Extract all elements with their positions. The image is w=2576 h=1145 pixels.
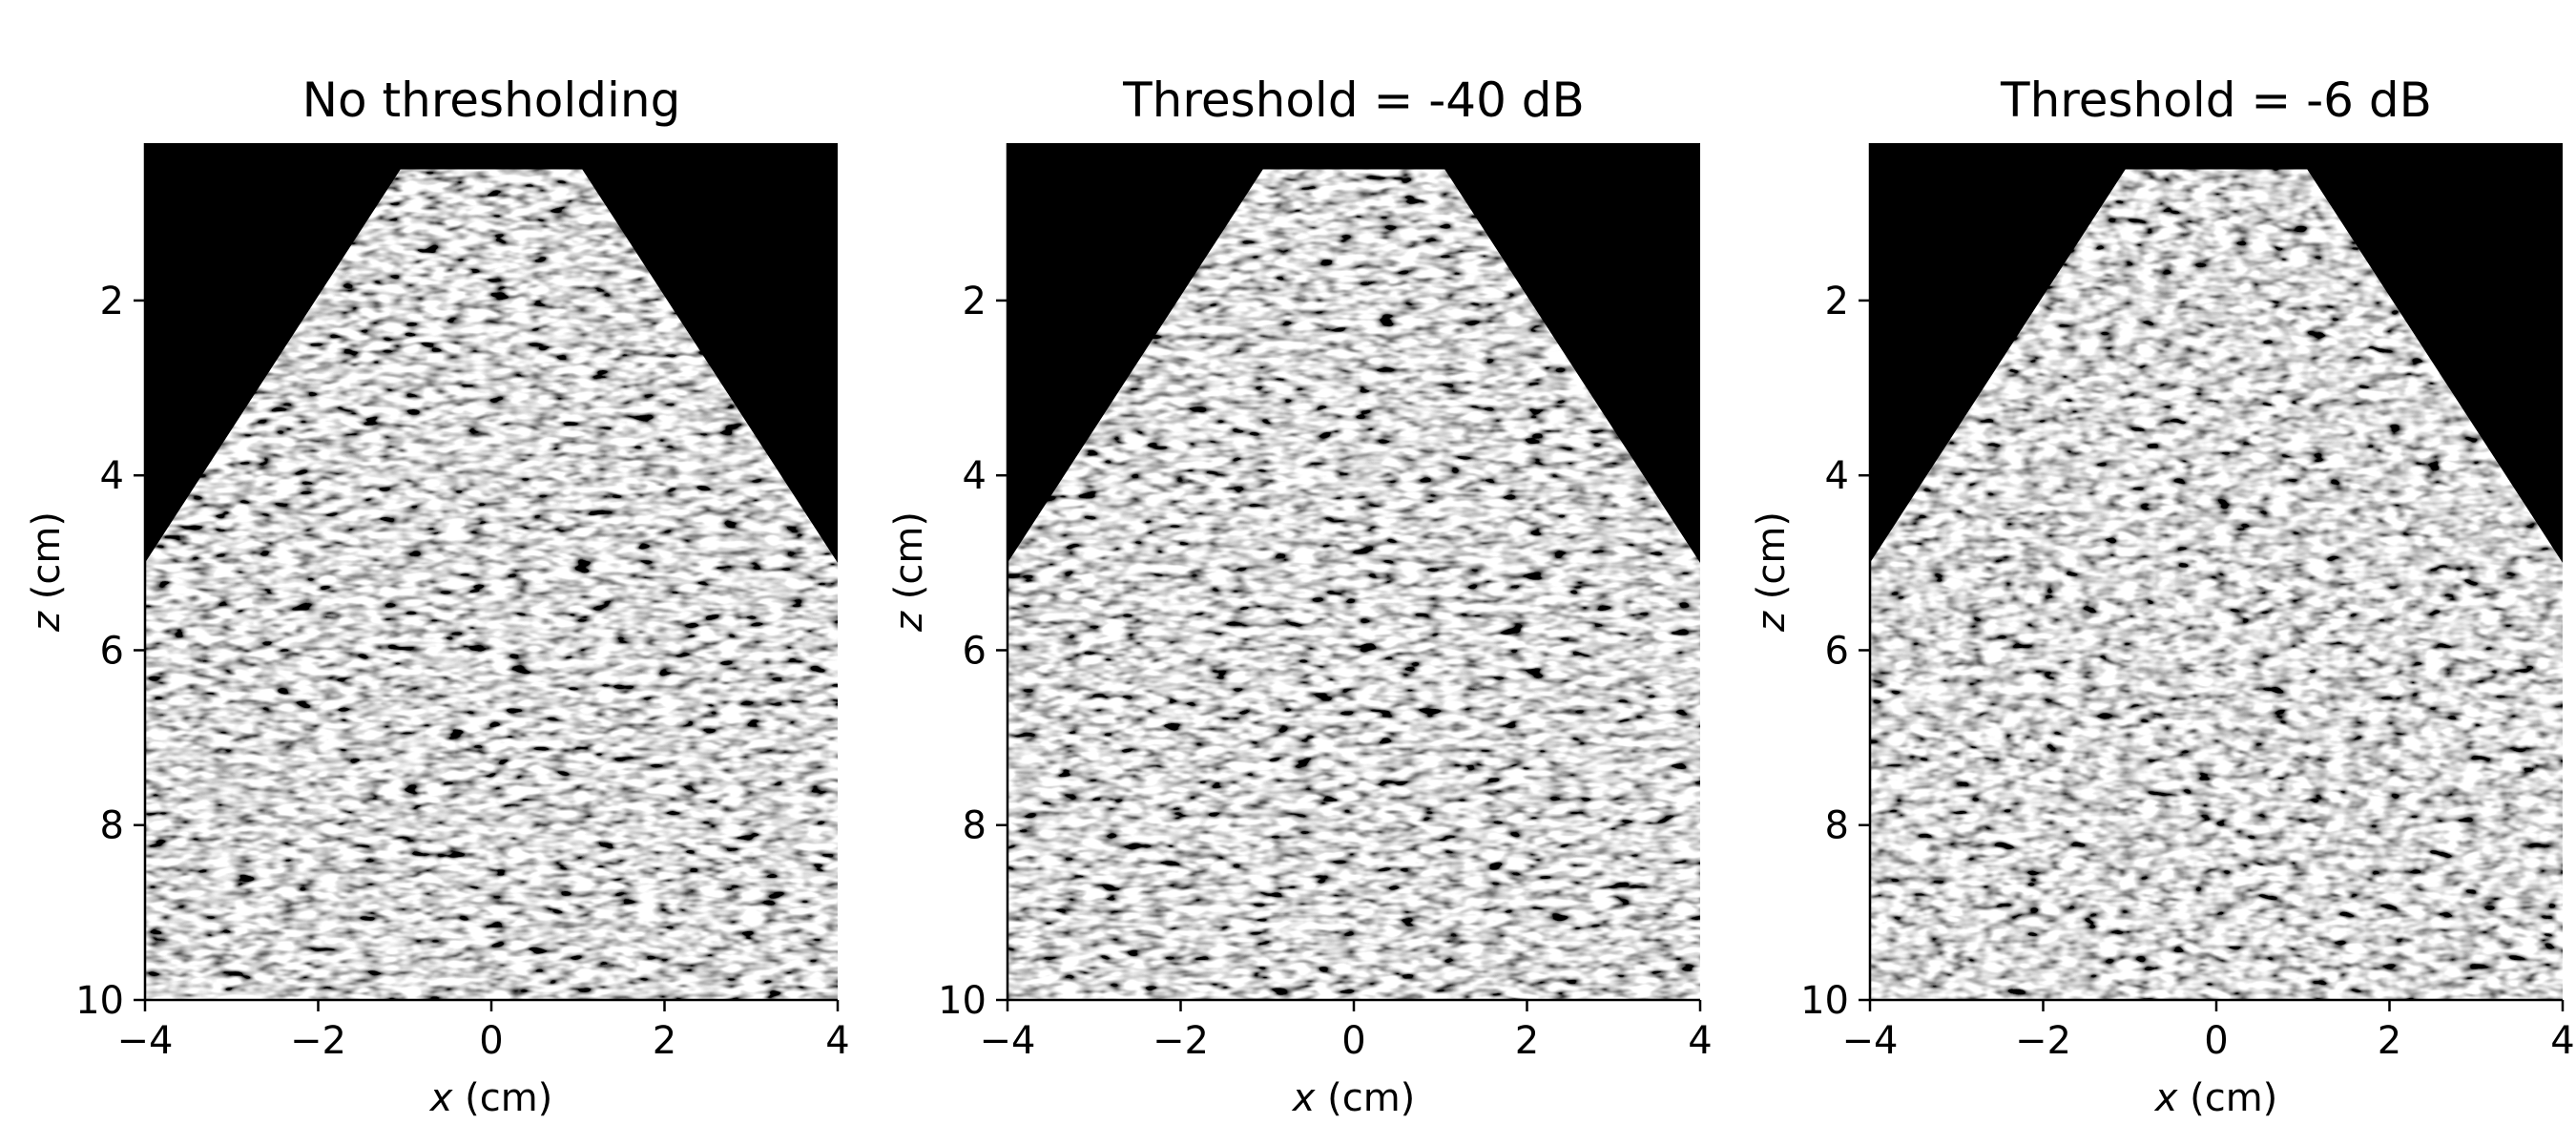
x-tick-label: −2 — [290, 1019, 346, 1063]
x-tick-label: 2 — [1515, 1019, 1539, 1063]
y-tick-label: 6 — [1825, 629, 1849, 673]
y-tick-label: 10 — [1800, 979, 1849, 1023]
x-tick-label: −2 — [1153, 1019, 1209, 1063]
y-tick-label: 2 — [963, 280, 987, 323]
x-tick-label: 0 — [2204, 1019, 2228, 1063]
x-axis-label: x (cm) — [2153, 1076, 2278, 1120]
y-tick-label: 4 — [100, 454, 124, 498]
y-tick-label: 2 — [100, 280, 124, 323]
y-tick-label: 6 — [100, 629, 124, 673]
x-axis-label: x (cm) — [1291, 1076, 1416, 1120]
x-tick-label: −4 — [117, 1019, 174, 1063]
x-tick-label: −4 — [980, 1019, 1036, 1063]
panel-title: Threshold = -6 dB — [2000, 73, 2432, 128]
x-tick-label: 4 — [2550, 1019, 2574, 1063]
y-tick-label: 8 — [1825, 804, 1849, 848]
x-axis-label: x (cm) — [428, 1076, 553, 1120]
y-axis-label: z (cm) — [1750, 511, 1794, 633]
y-tick-label: 8 — [963, 804, 987, 848]
y-tick-label: 10 — [938, 979, 987, 1023]
x-tick-label: 4 — [825, 1019, 849, 1063]
y-tick-label: 10 — [75, 979, 124, 1023]
y-tick-label: 2 — [1825, 280, 1849, 323]
y-tick-label: 4 — [963, 454, 987, 498]
y-axis-label: z (cm) — [887, 511, 931, 633]
y-tick-label: 6 — [963, 629, 987, 673]
x-tick-label: 2 — [653, 1019, 676, 1063]
x-tick-label: 4 — [1688, 1019, 1712, 1063]
x-tick-label: −2 — [2015, 1019, 2071, 1063]
panel-title: No thresholding — [302, 73, 681, 128]
y-tick-label: 4 — [1825, 454, 1849, 498]
x-tick-label: −4 — [1842, 1019, 1899, 1063]
x-tick-label: 2 — [2378, 1019, 2401, 1063]
panel-1: No thresholding −4 −2 0 2 4 2 4 6 8 10 x (cm) z (cm) — [25, 73, 850, 1120]
panel-2: Threshold = -40 dB −4 −2 0 2 4 2 4 6 8 10 x (cm) z (… — [887, 73, 1713, 1120]
y-axis-label: z (cm) — [25, 511, 69, 633]
y-tick-label: 8 — [100, 804, 124, 848]
x-tick-label: 0 — [479, 1019, 503, 1063]
panel-3: Threshold = -6 dB −4 −2 0 2 4 2 4 6 8 10 x (cm) z (c… — [1750, 73, 2575, 1120]
panel-title: Threshold = -40 dB — [1122, 73, 1585, 128]
x-tick-label: 0 — [1341, 1019, 1365, 1063]
